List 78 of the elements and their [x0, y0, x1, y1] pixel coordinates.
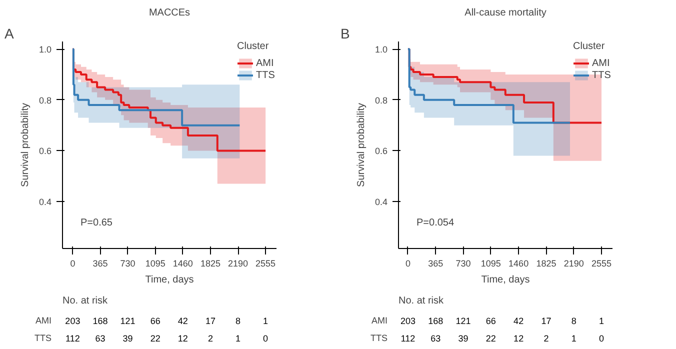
annotation: P=0.054: [416, 218, 454, 228]
text: B: [340, 26, 350, 42]
x-axis-title: Time, days: [481, 274, 530, 286]
x-tick-label: 1825: [536, 258, 556, 268]
text: 168: [428, 316, 444, 326]
legend-label: AMI: [256, 57, 275, 69]
legend-label: TTS: [592, 69, 612, 81]
text: 66: [486, 316, 496, 326]
text: 8: [571, 316, 576, 326]
text: 17: [205, 316, 216, 326]
text: 63: [95, 333, 106, 344]
annotation: P=0.65: [80, 218, 113, 228]
y-axis-title: Survival probability: [356, 103, 367, 187]
text: 121: [120, 316, 136, 326]
x-tick-label: 365: [92, 258, 108, 268]
y-tick-label: 0.4: [374, 197, 388, 208]
text: A: [4, 26, 14, 42]
category-label: TTS: [370, 332, 388, 343]
x-tick-label: 730: [456, 258, 471, 268]
text: 42: [514, 316, 524, 326]
text: 121: [456, 316, 471, 326]
text: 22: [486, 333, 496, 344]
chart-title: All-cause mortality: [464, 8, 546, 18]
y-axis-title: Survival probability: [20, 103, 31, 187]
x-tick-label: 730: [120, 258, 136, 268]
chart-title: MACCEs: [148, 8, 190, 18]
legend-label: AMI: [592, 57, 611, 69]
text: 12: [514, 333, 524, 344]
text: 1: [263, 316, 268, 326]
text: 2: [208, 333, 213, 344]
text: 1: [236, 333, 241, 344]
x-tick-label: 1460: [508, 258, 529, 268]
x-tick-label: 0: [405, 258, 410, 268]
text: 203: [65, 316, 80, 326]
y-tick-label: 0.4: [38, 197, 52, 208]
y-tick-label: 0.8: [374, 95, 388, 106]
x-axis-title: Time, days: [145, 274, 194, 286]
text: 0: [599, 333, 604, 344]
text: 112: [400, 333, 416, 344]
text: 63: [430, 333, 441, 344]
x-tick-label: 1095: [145, 258, 166, 268]
x-tick-label: 1095: [480, 258, 501, 268]
x-tick-label: 2190: [228, 258, 248, 268]
category-label: AMI: [36, 315, 52, 326]
legend-title: Cluster: [237, 41, 270, 52]
text: 39: [458, 333, 468, 344]
text: 168: [92, 316, 108, 326]
category-label: TTS: [34, 332, 52, 343]
legend-title: Cluster: [573, 41, 606, 52]
x-tick-label: 1460: [172, 258, 193, 268]
legend-label: TTS: [256, 69, 276, 81]
y-tick-label: 0.8: [38, 95, 52, 106]
x-tick-label: 1825: [200, 258, 220, 268]
text: No. at risk: [62, 296, 109, 306]
text: 39: [122, 333, 133, 344]
text: 22: [150, 333, 160, 344]
y-tick-label: 1.0: [374, 44, 388, 55]
text: 1: [571, 333, 576, 344]
text: 42: [178, 316, 188, 326]
x-tick-label: 2555: [592, 258, 612, 268]
x-tick-label: 2555: [256, 258, 276, 268]
text: 17: [541, 316, 552, 326]
x-tick-label: 365: [428, 258, 444, 268]
text: 203: [400, 316, 416, 326]
y-tick-label: 0.6: [38, 146, 52, 156]
y-tick-label: 1.0: [38, 44, 52, 55]
text: 2: [544, 333, 549, 344]
text: 8: [236, 316, 241, 326]
y-tick-label: 0.6: [374, 146, 388, 156]
x-tick-label: 2190: [564, 258, 584, 268]
text: 12: [178, 333, 188, 344]
text: 0: [263, 333, 268, 344]
text: 1: [599, 316, 604, 326]
text: No. at risk: [398, 296, 445, 306]
text: 66: [150, 316, 160, 326]
text: 112: [66, 333, 80, 344]
category-label: AMI: [372, 315, 388, 326]
x-tick-label: 0: [70, 258, 76, 268]
